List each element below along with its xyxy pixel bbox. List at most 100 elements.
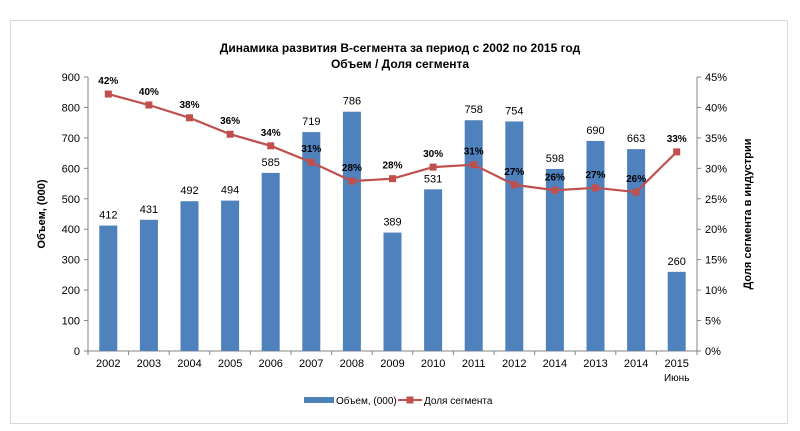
y-tick-label-left: 500 — [62, 194, 80, 206]
chart-title-block: Динамика развития B-сегмента за период с… — [0, 40, 800, 72]
bar-label: 531 — [424, 173, 442, 185]
legend-marker-line — [406, 396, 414, 404]
line-point — [145, 101, 153, 109]
line-point — [186, 114, 193, 122]
x-tick-label: 2009 — [380, 358, 404, 370]
line-point — [592, 184, 599, 192]
y-tick-label-left: 200 — [62, 285, 80, 297]
line-point — [267, 142, 275, 150]
bar-label: 431 — [140, 204, 158, 216]
x-tick-label: 2002 — [96, 358, 120, 370]
line-label: 28% — [382, 161, 402, 172]
y-tick-label-right: 0% — [705, 346, 721, 358]
line-point — [429, 163, 437, 171]
y-axis-label-left: Объем, (000) — [36, 179, 48, 248]
line-label: 31% — [464, 147, 484, 158]
chart-title: Динамика развития B-сегмента за период с… — [219, 41, 581, 55]
bar — [545, 168, 564, 351]
bar-label: 585 — [262, 157, 280, 169]
line-label: 28% — [342, 163, 362, 174]
y-tick-label-left: 0 — [74, 346, 80, 358]
y-tick-label-right: 40% — [705, 102, 727, 114]
y-tick-label-right: 30% — [705, 163, 727, 175]
bar-label: 719 — [302, 116, 320, 128]
bar — [424, 189, 443, 351]
legend-swatch-bars — [304, 397, 334, 403]
y-tick-label-right: 15% — [705, 255, 727, 267]
x-tick-label: 2003 — [137, 358, 161, 370]
y-tick-label-right: 25% — [705, 194, 727, 206]
bar-label: 598 — [546, 153, 564, 165]
line-label: 30% — [423, 149, 443, 160]
line-label: 38% — [179, 100, 199, 111]
y-tick-label-left: 400 — [62, 224, 80, 236]
line-point — [348, 177, 356, 185]
x-tick-label: 2014 — [624, 358, 648, 370]
bar-label: 690 — [586, 125, 604, 137]
bar-label: 412 — [99, 210, 117, 222]
x-tick-label: 2011 — [462, 358, 486, 370]
bar-label: 758 — [465, 104, 483, 116]
x-tick-label: 2013 — [583, 358, 607, 370]
line-label: 34% — [261, 128, 281, 139]
bar — [261, 172, 280, 351]
line-label: 27% — [585, 170, 605, 181]
bar — [342, 111, 361, 351]
line-point — [470, 161, 478, 169]
bar-label: 260 — [668, 256, 686, 268]
line-point — [226, 130, 234, 138]
x-tick-label: 2006 — [258, 358, 282, 370]
x-tick-sublabel: Июнь — [664, 373, 689, 384]
bar-label: 494 — [221, 185, 239, 197]
line-point — [673, 148, 681, 156]
line-point — [551, 186, 559, 194]
bar — [302, 132, 321, 351]
bar — [464, 120, 483, 351]
chart-subtitle: Объем / Доля сегмента — [330, 57, 470, 71]
y-tick-label-right: 10% — [705, 285, 727, 297]
y-tick-label-left: 800 — [62, 102, 80, 114]
line-point — [632, 188, 640, 196]
x-tick-label: 2014 — [543, 358, 567, 370]
bar-label: 663 — [627, 133, 645, 145]
y-tick-label-right: 35% — [705, 133, 727, 145]
y-tick-label-left: 700 — [62, 133, 80, 145]
y-tick-label-right: 20% — [705, 224, 727, 236]
y-tick-label-left: 100 — [62, 316, 80, 328]
x-tick-label: 2005 — [218, 358, 242, 370]
y-axis-label-right: Доля сегмента в индустрии — [742, 138, 754, 289]
y-tick-label-right: 5% — [705, 316, 721, 328]
bar-label: 492 — [180, 185, 198, 197]
bar-label: 754 — [505, 105, 523, 117]
line-point — [307, 158, 315, 166]
y-tick-label-right: 45% — [705, 72, 727, 84]
x-tick-label: 2004 — [177, 358, 201, 370]
line-label: 33% — [667, 134, 687, 145]
bar-label: 786 — [343, 96, 361, 108]
x-tick-label: 2015 — [664, 358, 688, 370]
line-label: 36% — [220, 116, 240, 127]
bar — [139, 219, 158, 351]
bar-label: 389 — [383, 217, 401, 229]
bar — [505, 121, 524, 352]
x-tick-label: 2008 — [340, 358, 364, 370]
line-label: 26% — [545, 172, 565, 183]
x-tick-label: 2010 — [421, 358, 445, 370]
bar — [99, 225, 118, 351]
x-tick-label: 2007 — [299, 358, 323, 370]
y-tick-label-left: 600 — [62, 163, 80, 175]
bar — [221, 200, 240, 351]
bar — [627, 149, 646, 351]
legend-label-line: Доля сегмента — [424, 396, 493, 407]
bar — [383, 232, 402, 351]
line-label: 26% — [626, 174, 646, 185]
line-label: 40% — [139, 87, 159, 98]
chart-frame — [10, 20, 788, 424]
bar — [180, 201, 199, 351]
line-label: 42% — [98, 76, 118, 87]
bar — [667, 271, 686, 351]
line-label: 31% — [301, 144, 321, 155]
bar — [586, 140, 605, 351]
legend-label-bars: Объем, (000) — [336, 395, 397, 407]
